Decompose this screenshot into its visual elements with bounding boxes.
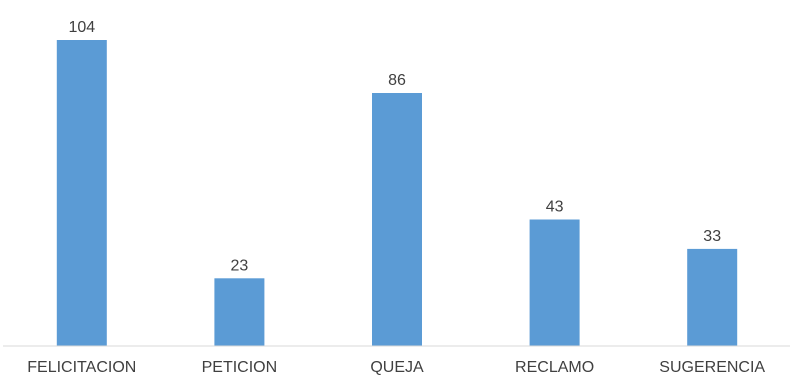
x-tick-label-peticion: PETICION: [202, 359, 278, 376]
bar-peticion: [214, 278, 265, 346]
data-label-sugerencia: 33: [703, 228, 721, 245]
bar-felicitacion: [56, 40, 107, 346]
x-tick-label-reclamo: RECLAMO: [515, 359, 594, 376]
data-label-peticion: 23: [231, 257, 249, 274]
bar-reclamo: [529, 219, 580, 346]
x-tick-label-sugerencia: SUGERENCIA: [659, 359, 765, 376]
data-labels-group: 104 23 86 43 33: [68, 19, 721, 274]
x-tick-labels-group: FELICITACION PETICION QUEJA RECLAMO SUGERENC…: [27, 359, 765, 376]
bar-queja: [372, 93, 422, 346]
data-label-queja: 86: [388, 72, 406, 89]
data-label-reclamo: 43: [546, 199, 564, 216]
x-tick-label-queja: QUEJA: [370, 359, 424, 376]
data-label-felicitacion: 104: [68, 19, 95, 36]
x-tick-label-felicitacion: FELICITACION: [27, 359, 136, 376]
bars-group: [56, 40, 738, 346]
bar-sugerencia: [687, 248, 738, 346]
